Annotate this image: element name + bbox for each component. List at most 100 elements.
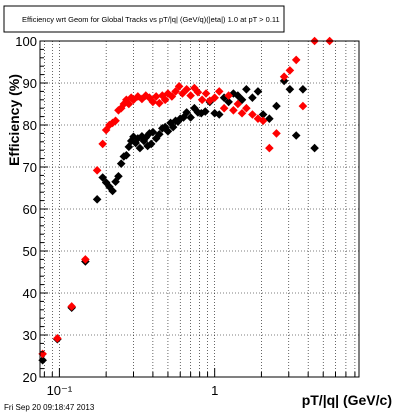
data-point	[258, 116, 268, 126]
data-point	[160, 95, 170, 105]
data-point	[298, 101, 308, 111]
y-tick-label: 20	[23, 370, 37, 385]
data-point	[145, 129, 154, 138]
data-point	[182, 85, 191, 94]
data-point	[175, 114, 185, 123]
data-point	[160, 122, 170, 132]
x-axis-title: pT/|q| (GeV/c)	[302, 392, 392, 408]
data-point	[242, 85, 251, 94]
data-point	[193, 87, 203, 97]
data-point	[265, 143, 274, 153]
data-point	[151, 92, 161, 101]
data-point	[129, 95, 138, 105]
data-points	[38, 36, 334, 365]
data-point	[224, 91, 233, 100]
x-tick-label: 1	[211, 383, 218, 398]
data-point	[163, 127, 173, 136]
data-point	[190, 103, 199, 113]
y-axis-title: Efficiency (%)	[6, 74, 22, 166]
data-point	[174, 82, 184, 91]
data-point	[116, 159, 126, 168]
axis-ticks: 20 30 40 50 60 70 80 90 100 10⁻¹ 1	[15, 34, 356, 398]
data-point	[229, 106, 238, 115]
data-point	[163, 89, 173, 98]
data-point	[135, 143, 145, 153]
data-point	[205, 96, 215, 105]
data-point	[253, 87, 263, 96]
data-point	[111, 177, 120, 186]
data-point	[197, 95, 207, 105]
data-point	[167, 92, 177, 101]
data-point	[114, 171, 123, 181]
data-point	[214, 87, 224, 96]
data-point	[67, 302, 76, 311]
data-point	[124, 99, 134, 109]
data-point	[146, 139, 156, 149]
data-point	[219, 93, 229, 102]
y-tick-label: 60	[23, 202, 37, 217]
data-point	[171, 87, 180, 96]
data-point	[210, 93, 219, 102]
data-point	[291, 131, 301, 140]
data-point	[92, 166, 102, 175]
data-point	[210, 108, 219, 118]
data-point	[139, 136, 149, 146]
y-tick-label: 70	[23, 160, 37, 175]
data-point	[200, 107, 210, 116]
title-box	[3, 5, 285, 33]
data-point	[173, 117, 183, 126]
x-tick-label: 10⁻¹	[47, 383, 73, 398]
y-tick-label: 30	[23, 328, 37, 343]
data-point	[126, 93, 136, 102]
data-point	[201, 89, 211, 98]
data-point	[248, 93, 257, 102]
data-point	[145, 93, 154, 102]
y-tick-label: 100	[15, 34, 37, 49]
y-tick-label: 50	[23, 244, 37, 259]
data-point	[272, 129, 281, 138]
data-point	[168, 122, 178, 132]
data-point	[126, 136, 136, 146]
footer-timestamp: Fri Sep 20 09:18:47 2013	[4, 403, 95, 412]
data-point	[108, 186, 117, 196]
y-tick-label: 80	[23, 118, 37, 133]
data-point	[148, 127, 158, 137]
data-point	[219, 103, 229, 113]
data-point	[242, 103, 251, 113]
data-point	[214, 110, 224, 119]
data-point	[122, 150, 131, 160]
data-point	[237, 108, 247, 118]
y-tick-label: 90	[23, 76, 37, 91]
data-point	[279, 72, 289, 81]
chart-title: Efficiency wrt Geom for Global Tracks vs…	[22, 15, 280, 24]
data-point	[285, 85, 295, 94]
data-point	[111, 116, 120, 126]
data-point	[248, 110, 257, 119]
data-point	[53, 334, 62, 343]
data-point	[182, 108, 191, 117]
data-point	[186, 113, 195, 122]
y-tick-label: 40	[23, 286, 37, 301]
data-point	[155, 98, 164, 108]
data-point	[291, 55, 301, 65]
data-point	[310, 143, 319, 153]
data-point	[98, 139, 107, 149]
data-point	[224, 97, 233, 107]
data-point	[92, 195, 102, 204]
data-point	[285, 66, 295, 75]
data-point	[258, 110, 268, 119]
data-point	[272, 101, 281, 111]
data-point	[155, 129, 164, 139]
data-point	[129, 132, 138, 142]
data-point	[148, 97, 158, 107]
data-point	[298, 85, 308, 94]
data-point	[196, 108, 206, 118]
data-point	[190, 83, 199, 93]
data-point	[141, 133, 151, 142]
data-point	[186, 91, 195, 100]
data-point	[81, 255, 90, 264]
data-point	[101, 178, 111, 187]
